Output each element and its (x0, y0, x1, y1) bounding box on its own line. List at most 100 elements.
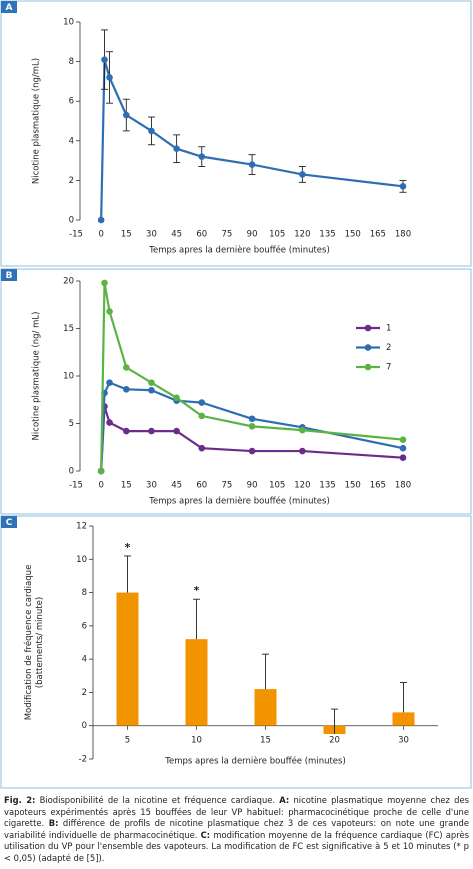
x-tick-label: 0 (98, 230, 103, 240)
panel-badge (1, 1, 17, 13)
series-line (100, 381, 404, 472)
x-axis-label: Temps apres la dernière bouffée (minutes… (164, 756, 346, 767)
x-tick-label: 45 (171, 230, 182, 240)
x-tick-label: 150 (345, 481, 361, 491)
x-tick-label: 150 (345, 230, 361, 240)
caption-text: modification moyenne de la fréquence car… (4, 829, 469, 863)
caption: Fig. 2: Biodisponibilité de la nicotine … (4, 795, 469, 864)
data-point (299, 426, 306, 434)
x-tick-label: 75 (222, 230, 233, 240)
y-axis-label: Nicotine plasmatique (ng/ mL) (32, 312, 42, 441)
legend-marker (364, 324, 372, 332)
data-point (173, 394, 180, 402)
panel-badge (1, 516, 17, 528)
data-point (198, 444, 206, 452)
x-tick-label: 105 (269, 230, 285, 240)
y-tick-label: 0 (69, 216, 74, 226)
caption-text: nicotine plasmatique moyenne chez des va… (4, 795, 469, 828)
data-point (106, 308, 113, 315)
x-tick-label: -15 (69, 481, 83, 491)
data-point (97, 467, 105, 475)
panel-badge (1, 269, 17, 281)
x-tick-label: 120 (294, 481, 310, 491)
data-point (148, 127, 155, 135)
data-point (198, 412, 206, 420)
x-tick-label: 180 (395, 481, 411, 491)
x-tick-label: 20 (329, 736, 340, 746)
y-tick-label: 20 (63, 277, 74, 287)
x-tick-label: 60 (196, 481, 207, 491)
x-tick-label: 135 (319, 230, 335, 240)
y-tick-label: 5 (69, 419, 74, 429)
y-tick-label: 15 (63, 324, 74, 334)
x-tick-label: 90 (247, 481, 258, 491)
caption-heading: Fig. 2: (4, 795, 36, 805)
y-tick-label: 12 (76, 522, 87, 532)
x-tick-label: -15 (69, 230, 83, 240)
x-tick-label: 120 (294, 230, 310, 240)
x-tick-label: 5 (125, 736, 130, 746)
data-point (399, 444, 407, 452)
data-point (101, 279, 108, 287)
panel-frame (0, 515, 472, 789)
bar (185, 639, 208, 726)
x-tick-label: 15 (121, 481, 132, 491)
y-tick-label: 6 (69, 97, 74, 107)
panel-label: C (6, 518, 13, 528)
data-point (299, 171, 306, 178)
data-point (399, 454, 407, 462)
data-point (399, 436, 407, 443)
x-tick-label: 15 (121, 230, 132, 240)
error-bar (262, 653, 269, 690)
significance-mark: * (125, 541, 131, 554)
data-point (248, 423, 256, 430)
data-point (198, 399, 206, 406)
x-tick-label: 15 (260, 736, 271, 746)
error-bar (400, 681, 407, 713)
series-line (100, 406, 404, 472)
y-tick-label: 2 (82, 688, 87, 698)
caption-text: différence de profils de nicotine plasma… (4, 818, 469, 840)
y-tick-label: 8 (82, 588, 87, 598)
x-tick-label: 105 (269, 481, 285, 491)
data-point (173, 145, 180, 153)
x-tick-label: 30 (146, 230, 157, 240)
legend-label: 1 (386, 324, 391, 334)
x-tick-label: 0 (98, 481, 103, 491)
y-tick-label: 10 (63, 372, 74, 382)
y-tick-label: 2 (69, 176, 74, 186)
bar (116, 592, 139, 726)
bar (392, 712, 415, 726)
data-point (198, 153, 206, 160)
data-point (299, 447, 306, 455)
legend-label: 2 (386, 343, 391, 353)
y-tick-label: 0 (82, 721, 87, 731)
data-point (123, 427, 130, 435)
x-tick-label: 75 (222, 481, 233, 491)
y-tick-label: 10 (76, 555, 87, 565)
y-axis-label: (battements/ minute) (35, 597, 45, 688)
y-tick-label: 4 (82, 655, 87, 665)
caption-text: Biodisponibilité de la nicotine et fréqu… (35, 795, 280, 805)
significance-mark: * (194, 584, 200, 597)
panel-label: B (6, 271, 13, 281)
x-tick-label: 10 (191, 736, 202, 746)
y-tick-label: 10 (63, 18, 74, 28)
x-tick-label: 30 (398, 736, 409, 746)
series-line (100, 59, 404, 221)
legend-marker (364, 344, 372, 351)
panel-frame (0, 0, 472, 267)
data-point (148, 379, 155, 386)
error-bar (124, 555, 131, 593)
data-point (123, 111, 130, 119)
data-point (106, 419, 113, 426)
data-point (148, 386, 155, 394)
x-tick-label: 30 (146, 481, 157, 491)
x-axis-label: Temps apres la dernière bouffée (minutes… (148, 496, 330, 507)
data-point (173, 427, 180, 435)
data-point (101, 56, 108, 63)
data-point (106, 74, 113, 81)
y-axis-label: Nicotine plasmatique (ng/mL) (32, 58, 42, 184)
